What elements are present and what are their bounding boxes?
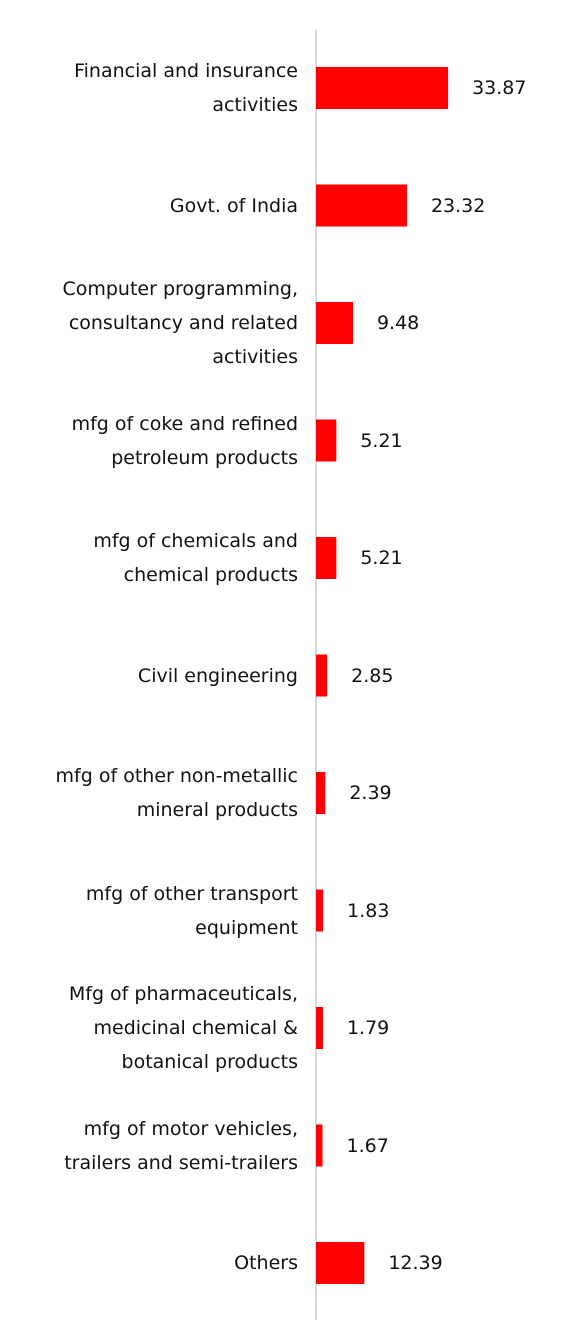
bar [316,302,353,344]
value-label: 23.32 [430,194,486,217]
value-label: 12.39 [388,1252,443,1274]
bar [316,419,337,462]
category-label: mfg of other transport equipment [85,882,298,939]
bar [316,1124,323,1167]
category-label: Computer programming, consultancy and re… [62,278,298,368]
value-label: 5.21 [360,429,403,452]
value-label: 2.85 [351,664,394,687]
value-label: 1.79 [346,1017,390,1039]
bar [316,889,324,932]
category-label: mfg of coke and refined petroleum produc… [71,412,298,469]
category-label: Mfg of pharmaceuticals, medicinal chemic… [68,983,298,1073]
value-label: 2.39 [349,782,392,804]
bar [316,772,326,814]
category-label: Civil engineering [137,664,298,687]
category-label: mfg of chemicals and chemical products [93,530,298,586]
bar [316,537,337,579]
category-label: Financial and insurance activities [74,60,298,116]
bar [316,1007,323,1049]
value-label: 9.48 [376,312,420,334]
category-label: mfg of motor vehicles, trailers and semi… [64,1117,298,1174]
value-label: 1.83 [347,899,390,922]
category-label: Govt. of India [169,194,298,217]
category-label: mfg of other non-metallic mineral produc… [55,765,298,821]
value-label: 1.67 [346,1134,389,1157]
category-label: Others [234,1252,298,1274]
bar [316,1242,365,1284]
bar [316,67,449,109]
value-label: 33.87 [472,77,527,99]
value-label: 5.21 [360,547,403,569]
bar [316,654,328,697]
bar [316,184,407,227]
